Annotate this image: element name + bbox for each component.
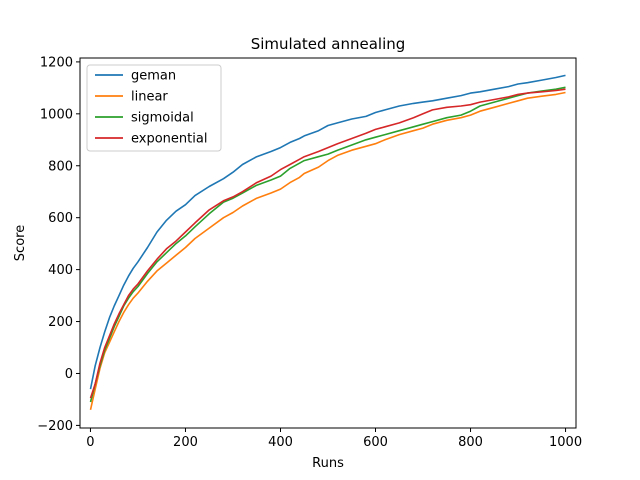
legend-label-sigmoidal: sigmoidal — [131, 111, 194, 126]
series-line-geman — [89, 74, 566, 390]
x-tick-label: 1000 — [549, 435, 582, 450]
x-tick-label: 600 — [363, 435, 388, 450]
chart-title: Simulated annealing — [251, 35, 406, 53]
y-tick-label: 1000 — [40, 107, 73, 122]
legend-label-linear: linear — [131, 90, 168, 105]
y-tick-label: 400 — [48, 263, 73, 278]
plot-frame — [79, 57, 577, 429]
legend: geman linear sigmoidal exponential — [86, 64, 222, 152]
y-tick-label: 0 — [65, 367, 73, 382]
y-tick-label: 200 — [48, 315, 73, 330]
y-tick-label: 800 — [48, 159, 73, 174]
x-tick-label: 0 — [86, 435, 94, 450]
y-axis-title: Score — [13, 225, 28, 261]
x-tick-label: 800 — [458, 435, 483, 450]
legend-box — [86, 64, 222, 152]
legend-label-geman: geman — [131, 69, 176, 84]
y-tick-label: 600 — [48, 211, 73, 226]
y-tick-label: 1200 — [40, 55, 73, 70]
x-tick-label: 200 — [173, 435, 198, 450]
ticks-layer: 0 200 400 600 800 1000 −200 0 200 400 600 800 1000 12… — [37, 55, 582, 450]
x-tick-label: 400 — [268, 435, 293, 450]
y-tick-label: −200 — [37, 419, 73, 434]
series-line-linear — [89, 91, 566, 410]
legend-label-exponential: exponential — [131, 132, 207, 147]
series-line-sigmoidal — [89, 86, 566, 403]
series-layer — [89, 74, 566, 410]
series-line-exponential — [89, 88, 566, 399]
x-axis-title: Runs — [312, 456, 344, 471]
